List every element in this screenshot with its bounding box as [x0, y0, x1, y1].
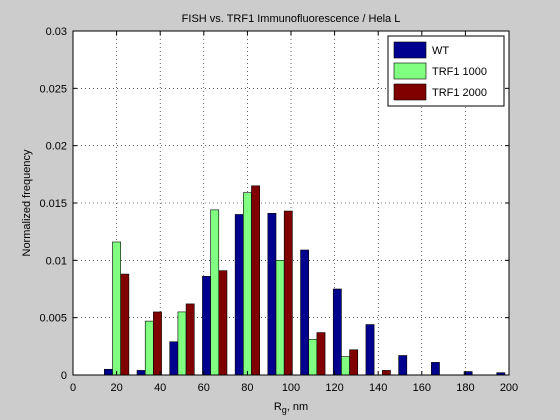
bar-trf1-2000-50 — [185, 303, 195, 376]
bars — [104, 185, 506, 376]
legend-label-trf1-1000: TRF1 1000 — [432, 66, 487, 78]
bar-trf1-1000-50 — [177, 311, 187, 376]
x-tick-label: 80 — [241, 382, 253, 394]
y-tick-label: 0.025 — [39, 83, 67, 95]
x-tick-label: 160 — [413, 382, 431, 394]
bar-trf1-2000-65 — [218, 270, 228, 376]
x-tick-label: 100 — [282, 382, 300, 394]
bar-trf1-1000-95 — [275, 260, 285, 376]
x-tick-label: 200 — [500, 382, 518, 394]
y-tick-label: 0.02 — [46, 141, 67, 153]
bar-trf1-1000-65 — [210, 209, 220, 376]
bar-trf1-2000-125 — [349, 349, 359, 376]
bar-wt-155 — [398, 355, 408, 376]
bar-wt-140 — [365, 324, 375, 376]
legend-swatch-trf1-2000 — [393, 83, 427, 101]
bar-wt-35 — [136, 370, 146, 376]
bar-trf1-2000-110 — [316, 332, 326, 376]
legend-label-trf1-2000: TRF1 2000 — [432, 87, 487, 99]
y-axis-label: Normalized frequency — [21, 149, 33, 256]
x-tick-label: 60 — [198, 382, 210, 394]
bar-trf1-1000-125 — [341, 356, 350, 376]
x-tick-label: 40 — [154, 382, 166, 394]
bar-trf1-2000-140 — [381, 370, 391, 376]
bar-trf1-2000-35 — [153, 311, 162, 376]
bar-wt-80 — [234, 214, 244, 376]
x-tick-label: 180 — [456, 382, 474, 394]
bar-wt-65 — [202, 276, 211, 376]
legend-label-wt: WT — [432, 45, 449, 57]
x-tick-label: 20 — [110, 382, 122, 394]
x-axis-label-sub: g — [282, 405, 287, 415]
bar-trf1-2000-80 — [251, 185, 260, 376]
x-tick-label: 0 — [70, 382, 76, 394]
y-tick-label: 0.005 — [39, 313, 67, 325]
y-tick-label: 0 — [61, 370, 67, 382]
bar-trf1-2000-20 — [120, 273, 130, 376]
bar-wt-110 — [300, 249, 310, 376]
x-tick-label: 140 — [369, 382, 387, 394]
x-axis-label-rest: , nm — [287, 401, 308, 413]
chart-title: FISH vs. TRF1 Immunofluorescence / Hela … — [182, 13, 401, 25]
bar-trf1-1000-35 — [144, 320, 154, 376]
bar-trf1-2000-95 — [283, 210, 293, 376]
y-tick-labels: 0 0.005 0.01 0.015 0.02 0.025 0.03 — [39, 26, 67, 382]
legend-swatch-trf1-1000 — [393, 62, 427, 80]
bar-wt-50 — [169, 341, 179, 376]
legend-swatch-wt — [393, 41, 427, 59]
bar-trf1-1000-80 — [243, 192, 252, 376]
bar-wt-170 — [431, 362, 440, 376]
x-axis-label-main: R — [274, 401, 282, 413]
ticks — [72, 30, 510, 376]
bar-trf1-1000-20 — [112, 241, 121, 376]
bar-trf1-1000-110 — [308, 339, 318, 376]
bar-wt-20 — [104, 368, 113, 376]
legend: WT TRF1 1000 TRF1 2000 — [387, 35, 505, 107]
y-tick-label: 0.03 — [46, 26, 67, 38]
y-tick-label: 0.015 — [39, 198, 67, 210]
x-tick-labels: 0 20 40 60 80 100 120 140 160 180 200 — [70, 382, 518, 394]
bar-wt-95 — [267, 213, 277, 376]
y-tick-label: 0.01 — [46, 255, 67, 267]
x-tick-label: 120 — [325, 382, 343, 394]
bar-wt-125 — [332, 288, 342, 376]
x-axis-label: Rg, nm — [274, 401, 308, 415]
